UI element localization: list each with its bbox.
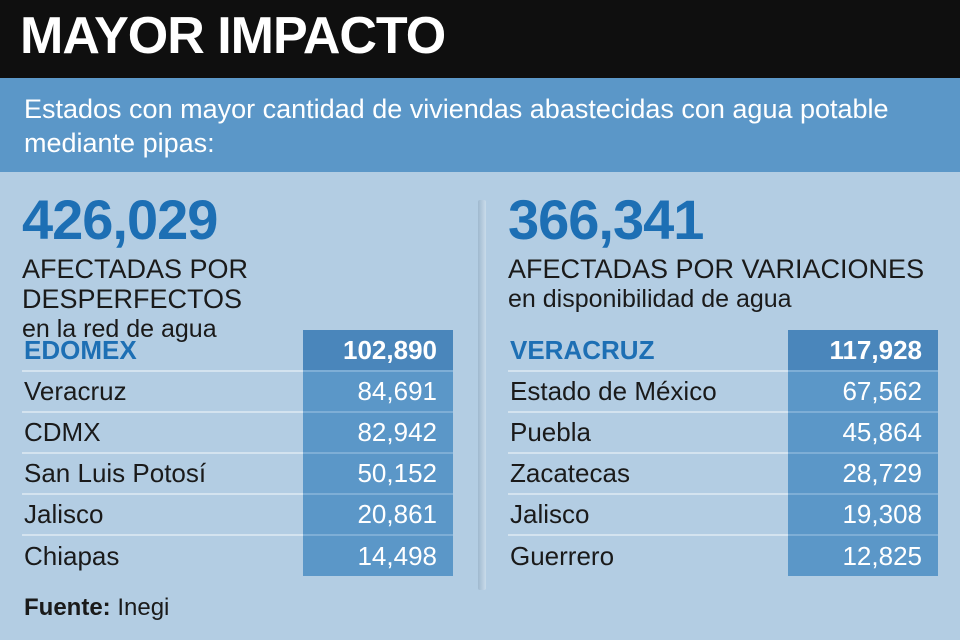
subtitle-bar: Estados con mayor cantidad de viviendas … bbox=[0, 78, 960, 172]
state-value: 102,890 bbox=[303, 330, 453, 372]
state-value: 45,864 bbox=[788, 412, 938, 454]
state-name: Jalisco bbox=[508, 494, 788, 536]
table-row: VERACRUZ 117,928 bbox=[508, 330, 938, 372]
state-name: CDMX bbox=[22, 412, 303, 454]
state-value: 20,861 bbox=[303, 494, 453, 536]
source-note: Fuente: Inegi bbox=[24, 594, 169, 622]
state-value: 19,308 bbox=[788, 494, 938, 536]
right-total: 366,341 bbox=[508, 188, 704, 251]
left-total: 426,029 bbox=[22, 188, 218, 251]
table-row: Puebla 45,864 bbox=[508, 412, 938, 454]
state-value: 28,729 bbox=[788, 453, 938, 495]
left-title: AFECTADAS POR DESPERFECTOS bbox=[22, 254, 249, 314]
left-table: EDOMEX 102,890 Veracruz 84,691 CDMX 82,942 San… bbox=[22, 330, 453, 576]
source-value: Inegi bbox=[117, 594, 170, 621]
table-row: Chiapas 14,498 bbox=[22, 535, 453, 576]
state-name: Veracruz bbox=[22, 371, 303, 413]
state-name: Estado de México bbox=[508, 371, 788, 413]
right-subtitle: en disponibilidad de agua bbox=[508, 285, 792, 313]
state-name: Guerrero bbox=[510, 540, 615, 571]
state-value: 12,825 bbox=[788, 535, 938, 576]
state-value: 67,562 bbox=[788, 371, 938, 413]
right-title: AFECTADAS POR VARIACIONES bbox=[508, 254, 925, 284]
source-label: Fuente: bbox=[24, 594, 111, 621]
state-value: 82,942 bbox=[303, 412, 453, 454]
state-value: 50,152 bbox=[303, 453, 453, 495]
table-row: Veracruz 84,691 bbox=[22, 371, 453, 413]
table-row: San Luis Potosí 50,152 bbox=[22, 453, 453, 495]
state-value: 84,691 bbox=[303, 371, 453, 413]
state-name: Jalisco bbox=[22, 494, 303, 536]
state-name: EDOMEX bbox=[22, 330, 303, 372]
state-value: 14,498 bbox=[303, 535, 453, 576]
table-row: Zacatecas 28,729 bbox=[508, 453, 938, 495]
table-row: Estado de México 67,562 bbox=[508, 371, 938, 413]
table-row: Jalisco 20,861 bbox=[22, 494, 453, 536]
table-row: Jalisco 19,308 bbox=[508, 494, 938, 536]
state-name: Zacatecas bbox=[508, 453, 788, 495]
table-row: Guerrero 12,825 bbox=[508, 535, 938, 576]
state-name: Puebla bbox=[508, 412, 788, 454]
column-divider bbox=[478, 200, 486, 590]
state-name: VERACRUZ bbox=[508, 330, 788, 372]
header-bar: MAYOR IMPACTO bbox=[0, 0, 960, 78]
left-panel: 426,029 AFECTADAS POR DESPERFECTOS en la… bbox=[22, 188, 462, 344]
state-value: 117,928 bbox=[788, 330, 938, 372]
right-table: VERACRUZ 117,928 Estado de México 67,562 Pue… bbox=[508, 330, 938, 576]
right-panel: 366,341 AFECTADAS POR VARIACIONES en dis… bbox=[508, 188, 948, 314]
table-row: EDOMEX 102,890 bbox=[22, 330, 453, 372]
table-row: CDMX 82,942 bbox=[22, 412, 453, 454]
subtitle-text: Estados con mayor cantidad de viviendas … bbox=[24, 94, 889, 158]
page-title: MAYOR IMPACTO bbox=[20, 7, 446, 65]
state-name: Chiapas bbox=[24, 540, 120, 571]
state-name: San Luis Potosí bbox=[22, 453, 303, 495]
